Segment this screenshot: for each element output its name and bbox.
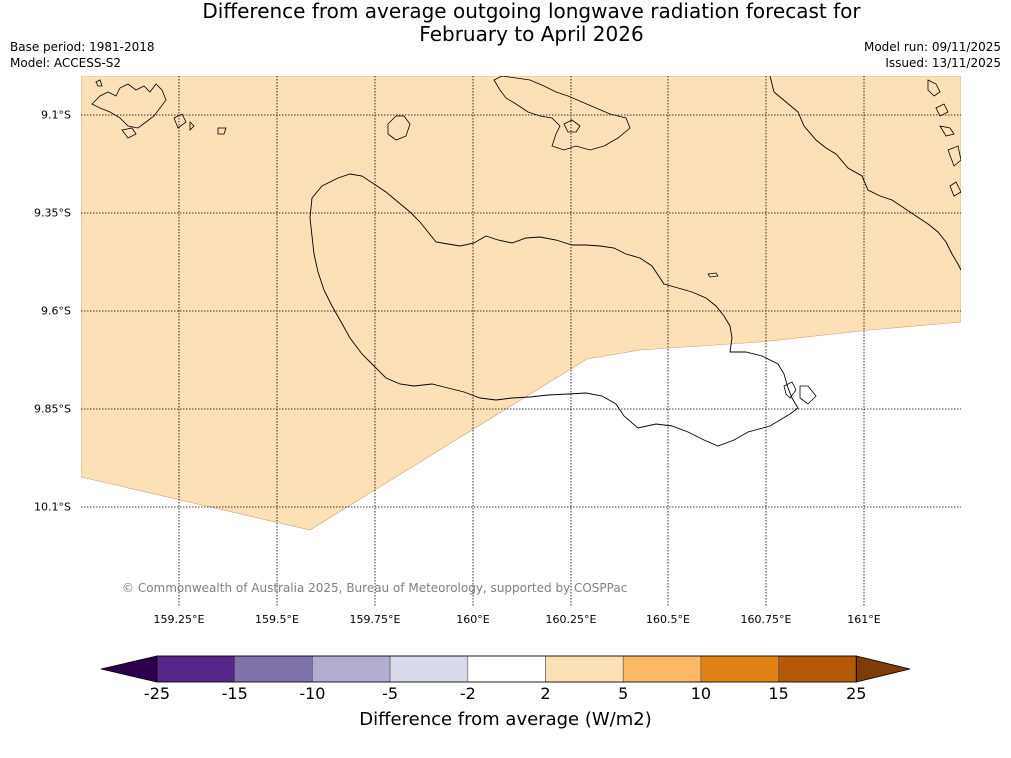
base-period-label: Base period: 1981-2018 <box>10 40 155 54</box>
lon-label-159.25: 159.25°E <box>153 613 205 626</box>
colorbar-outline <box>156 655 857 683</box>
lon-label-159.5: 159.5°E <box>255 613 299 626</box>
lat-label-10.1: 10.1°S <box>34 500 71 514</box>
savo-island <box>387 115 411 141</box>
lon-label-161: 161°E <box>847 613 881 626</box>
meta-right: Model run: 09/11/2025 Issued: 13/11/2025 <box>864 39 1001 71</box>
colorbar-tick-1: -15 <box>221 684 248 703</box>
chart-title-line1: Difference from average outgoing longwav… <box>202 0 861 23</box>
colorbar-tick-6: 5 <box>618 684 629 703</box>
lon-label-160: 160°E <box>456 613 490 626</box>
colorbar-bin-2 <box>312 655 391 683</box>
colorbar-bin-8 <box>778 655 857 683</box>
malaita-coastline <box>769 76 961 271</box>
nggela-islands <box>493 76 631 151</box>
colorbar-extend-min <box>100 655 158 683</box>
guadalcanal-coastline <box>309 173 799 447</box>
colorbar-tick-9: 25 <box>846 684 867 703</box>
colorbar-tick-7: 10 <box>690 684 712 703</box>
chart-title-line2: February to April 2026 <box>419 22 644 46</box>
meta-left: Base period: 1981-2018 Model: ACCESS-S2 <box>10 39 155 71</box>
colorbar <box>100 655 911 683</box>
lon-label-160.5: 160.5°E <box>646 613 690 626</box>
lat-label-9.1: 9.1°S <box>41 108 71 122</box>
issued-label: Issued: 13/11/2025 <box>885 56 1001 70</box>
colorbar-bin-3 <box>389 655 469 683</box>
colorbar-tick-5: 2 <box>540 684 551 703</box>
colorbar-tick-8: 15 <box>768 684 789 703</box>
colorbar-tick-2: -10 <box>299 684 326 703</box>
colorbar-bin-6 <box>622 655 702 683</box>
lat-label-9.85: 9.85°S <box>34 402 71 416</box>
colorbar-extend-max <box>855 655 911 683</box>
colorbar-tick-4: -2 <box>459 684 476 703</box>
lon-label-159.75: 159.75°E <box>349 613 401 626</box>
colorbar-bin-7 <box>700 655 779 683</box>
lat-label-9.35: 9.35°S <box>34 206 71 220</box>
map-area <box>81 76 961 606</box>
copyright-notice: © Commonwealth of Australia 2025, Bureau… <box>122 581 628 595</box>
gridlines <box>81 76 961 606</box>
islands-northwest <box>91 79 227 139</box>
model-run-label: Model run: 09/11/2025 <box>863 40 1001 54</box>
anomaly-shaded-region <box>81 76 961 531</box>
colorbar-tick-3: -5 <box>382 684 399 703</box>
islands-northeast <box>927 79 961 197</box>
colorbar-bin-1 <box>234 655 313 683</box>
eastern-islets <box>783 381 817 405</box>
model-label: Model: ACCESS-S2 <box>10 56 122 70</box>
lat-label-9.6: 9.6°S <box>41 304 71 318</box>
colorbar-bin-0 <box>156 655 235 683</box>
lon-label-160.25: 160.25°E <box>545 613 597 626</box>
chart-title: Difference from average outgoing longwav… <box>0 0 1011 46</box>
colorbar-title: Difference from average (W/m2) <box>359 709 652 730</box>
colorbar-tick-0: -25 <box>143 684 171 703</box>
lon-label-160.75: 160.75°E <box>740 613 792 626</box>
colorbar-bin-4 <box>467 655 546 683</box>
small-islet <box>707 272 719 278</box>
colorbar-bin-5 <box>545 655 624 683</box>
